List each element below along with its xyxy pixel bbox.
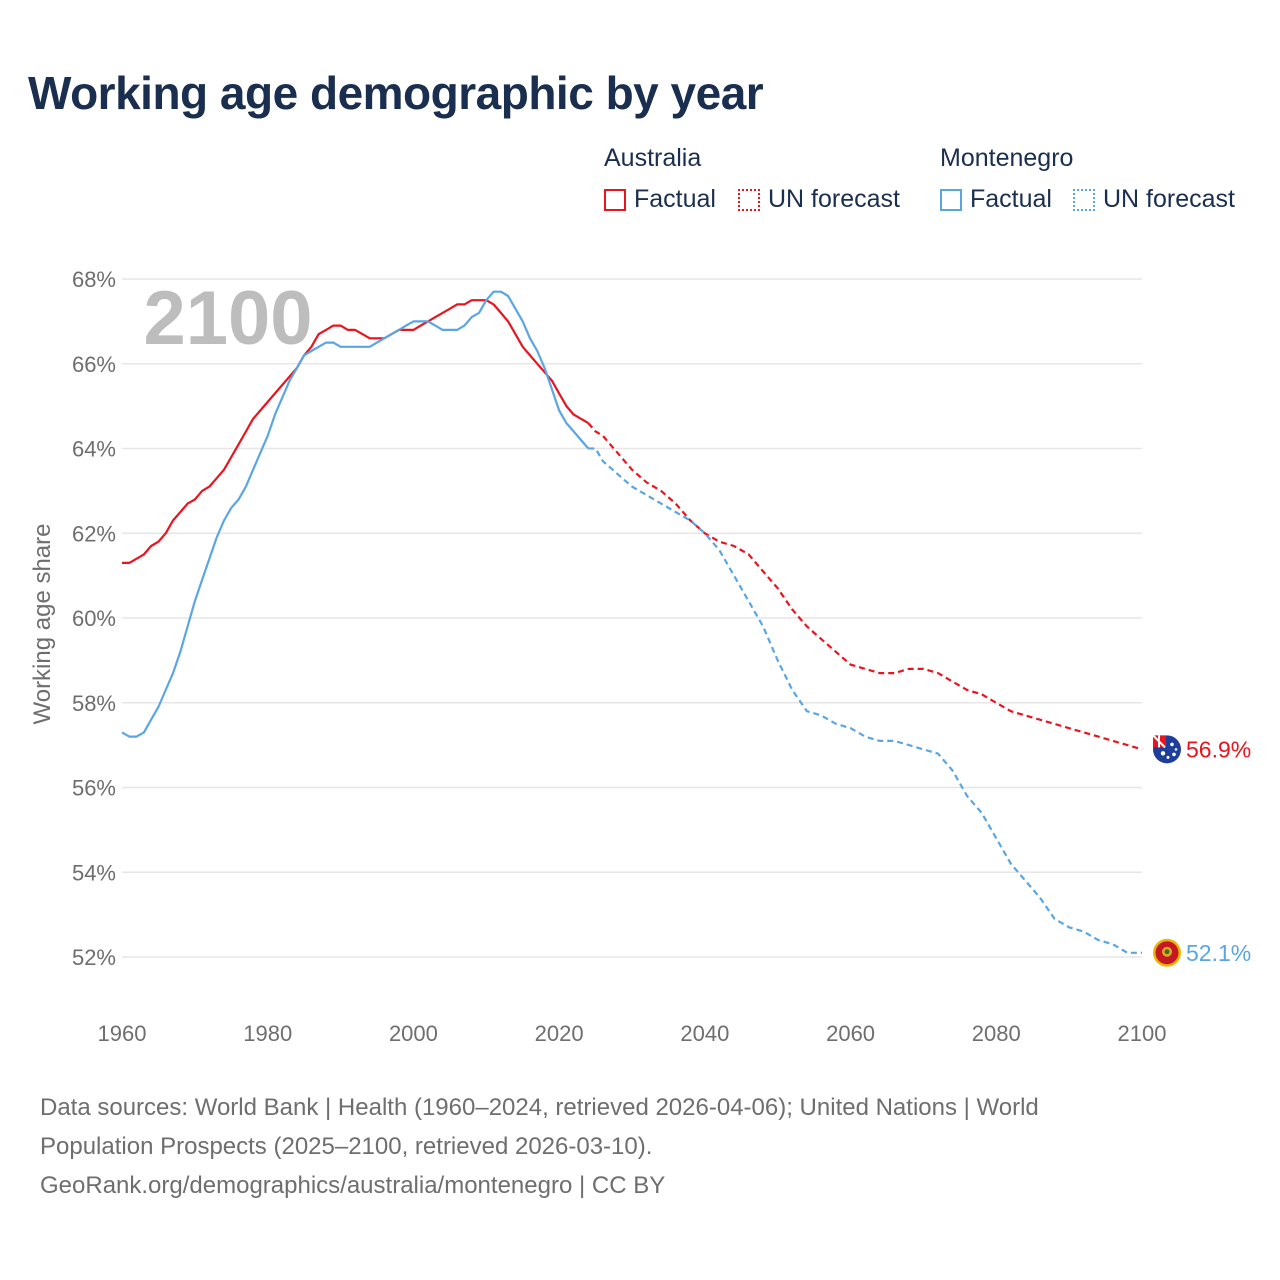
x-tick-label: 2080 <box>972 1021 1021 1046</box>
source-line-1: Data sources: World Bank | Health (1960–… <box>40 1094 1039 1121</box>
endpoints: 56.9% 52.1% <box>1152 734 1251 967</box>
montenegro-flag-icon <box>1153 938 1181 967</box>
legend-swatch-solid-icon <box>940 188 962 211</box>
series-layer <box>121 290 1143 954</box>
legend-group-montenegro: Montenegro <box>940 144 1074 172</box>
y-tick-label: 66% <box>72 352 116 377</box>
y-tick-label: 56% <box>72 776 116 801</box>
legend-group-australia: Australia <box>604 144 702 172</box>
australia-forecast-line[interactable] <box>587 422 1143 751</box>
australia-end-value-label: 56.9% <box>1186 736 1251 762</box>
year-overlay: 2100 <box>143 276 312 361</box>
legend-montenegro-forecast[interactable]: UN forecast <box>1073 185 1235 214</box>
legend-label: Factual <box>634 185 716 213</box>
x-tick-label: 1980 <box>243 1021 292 1046</box>
legend-label: UN forecast <box>1103 185 1235 213</box>
y-tick-label: 60% <box>72 606 116 631</box>
montenegro-forecast-line[interactable] <box>588 447 1142 954</box>
chart-title: Working age demographic by year <box>28 67 764 119</box>
source-note: Data sources: World Bank | Health (1960–… <box>40 1088 1220 1205</box>
y-axis-ticks: 52% 54% 56% 58% 60% 62% 64% 66% 68% <box>72 267 116 970</box>
y-tick-label: 68% <box>72 267 116 292</box>
montenegro-end-value-label: 52.1% <box>1186 940 1251 966</box>
legend-australia-forecast[interactable]: UN forecast <box>738 185 900 214</box>
x-tick-label: 2020 <box>535 1021 584 1046</box>
y-tick-label: 52% <box>72 945 116 970</box>
y-axis-label: Working age share <box>29 524 56 725</box>
source-line-2: Population Prospects (2025–2100, retriev… <box>40 1133 653 1160</box>
legend-swatch-solid-icon <box>604 188 626 211</box>
x-axis-ticks: 1960 1980 2000 2020 2040 2060 2080 2100 <box>98 1021 1167 1046</box>
y-tick-label: 62% <box>72 521 116 546</box>
legend-label: Factual <box>970 185 1052 213</box>
x-tick-label: 2040 <box>680 1021 729 1046</box>
x-tick-label: 2100 <box>1118 1021 1167 1046</box>
australia-flag-icon <box>1152 734 1181 764</box>
legend-label: UN forecast <box>768 185 900 213</box>
source-line-3[interactable]: GeoRank.org/demographics/australia/monte… <box>40 1172 666 1199</box>
legend-montenegro-factual[interactable]: Factual <box>940 185 1052 214</box>
legend-australia-factual[interactable]: Factual <box>604 185 716 214</box>
legend-swatch-dotted-icon <box>1073 188 1095 211</box>
x-tick-label: 2060 <box>826 1021 875 1046</box>
x-tick-label: 1960 <box>98 1021 147 1046</box>
montenegro-factual-line[interactable] <box>121 290 590 738</box>
legend-swatch-dotted-icon <box>738 188 760 211</box>
y-tick-label: 64% <box>72 437 116 462</box>
x-tick-label: 2000 <box>389 1021 438 1046</box>
australia-factual-line[interactable] <box>122 299 589 564</box>
y-tick-label: 58% <box>72 691 116 716</box>
y-tick-label: 54% <box>72 860 116 885</box>
gridlines <box>122 278 1142 958</box>
line-chart: 2100 52% 54% 56% 58% 60% 62% 64% 66% 68% 1960 198… <box>29 267 1251 1046</box>
